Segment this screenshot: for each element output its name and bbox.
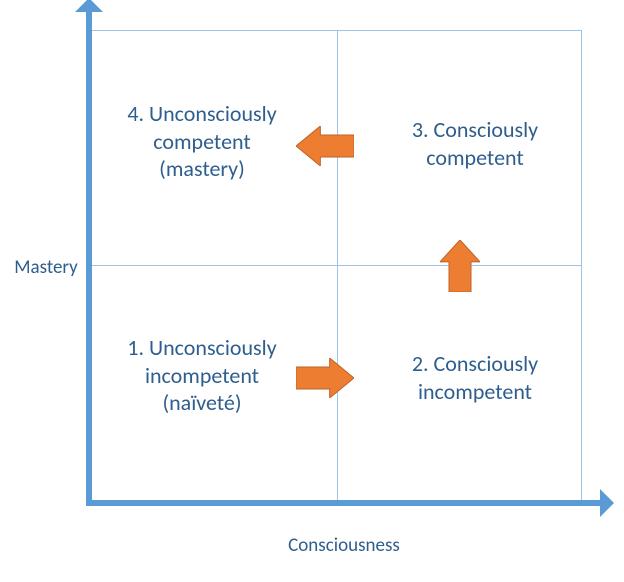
q4-line1: 4. Unconsciously (127, 100, 276, 127)
arrow-3-to-4-icon (296, 126, 354, 166)
q2-line2: incompetent (418, 378, 532, 405)
quadrant-diagram: Mastery Consciousness 4. Unconsciously c… (0, 0, 624, 582)
border-top (92, 30, 582, 31)
q1-line3: (naïveté) (162, 389, 241, 416)
q1-line1: 1. Unconsciously (127, 334, 276, 361)
border-right (581, 30, 582, 500)
grid-horizontal (92, 265, 582, 266)
q4-line2: competent (153, 128, 251, 155)
quadrant-4-label: 4. Unconsciously competent (mastery) (102, 100, 302, 183)
x-axis (86, 500, 600, 506)
q3-line2: competent (426, 144, 524, 171)
y-axis (86, 12, 92, 506)
q2-line1: 2. Consciously (412, 350, 538, 377)
q4-line3: (mastery) (159, 155, 245, 182)
x-axis-arrowhead-icon (600, 489, 614, 517)
quadrant-1-label: 1. Unconsciously incompetent (naïveté) (102, 334, 302, 417)
q3-line1: 3. Consciously (412, 116, 538, 143)
q1-line2: incompetent (145, 362, 259, 389)
arrow-2-to-3-icon (440, 240, 480, 292)
y-axis-arrowhead-icon (75, 0, 103, 12)
arrow-1-to-2-icon (296, 358, 354, 398)
y-axis-label: Mastery (6, 256, 86, 279)
quadrant-3-label: 3. Consciously competent (380, 116, 570, 171)
x-axis-label: Consciousness (244, 534, 444, 557)
quadrant-2-label: 2. Consciously incompetent (380, 350, 570, 405)
